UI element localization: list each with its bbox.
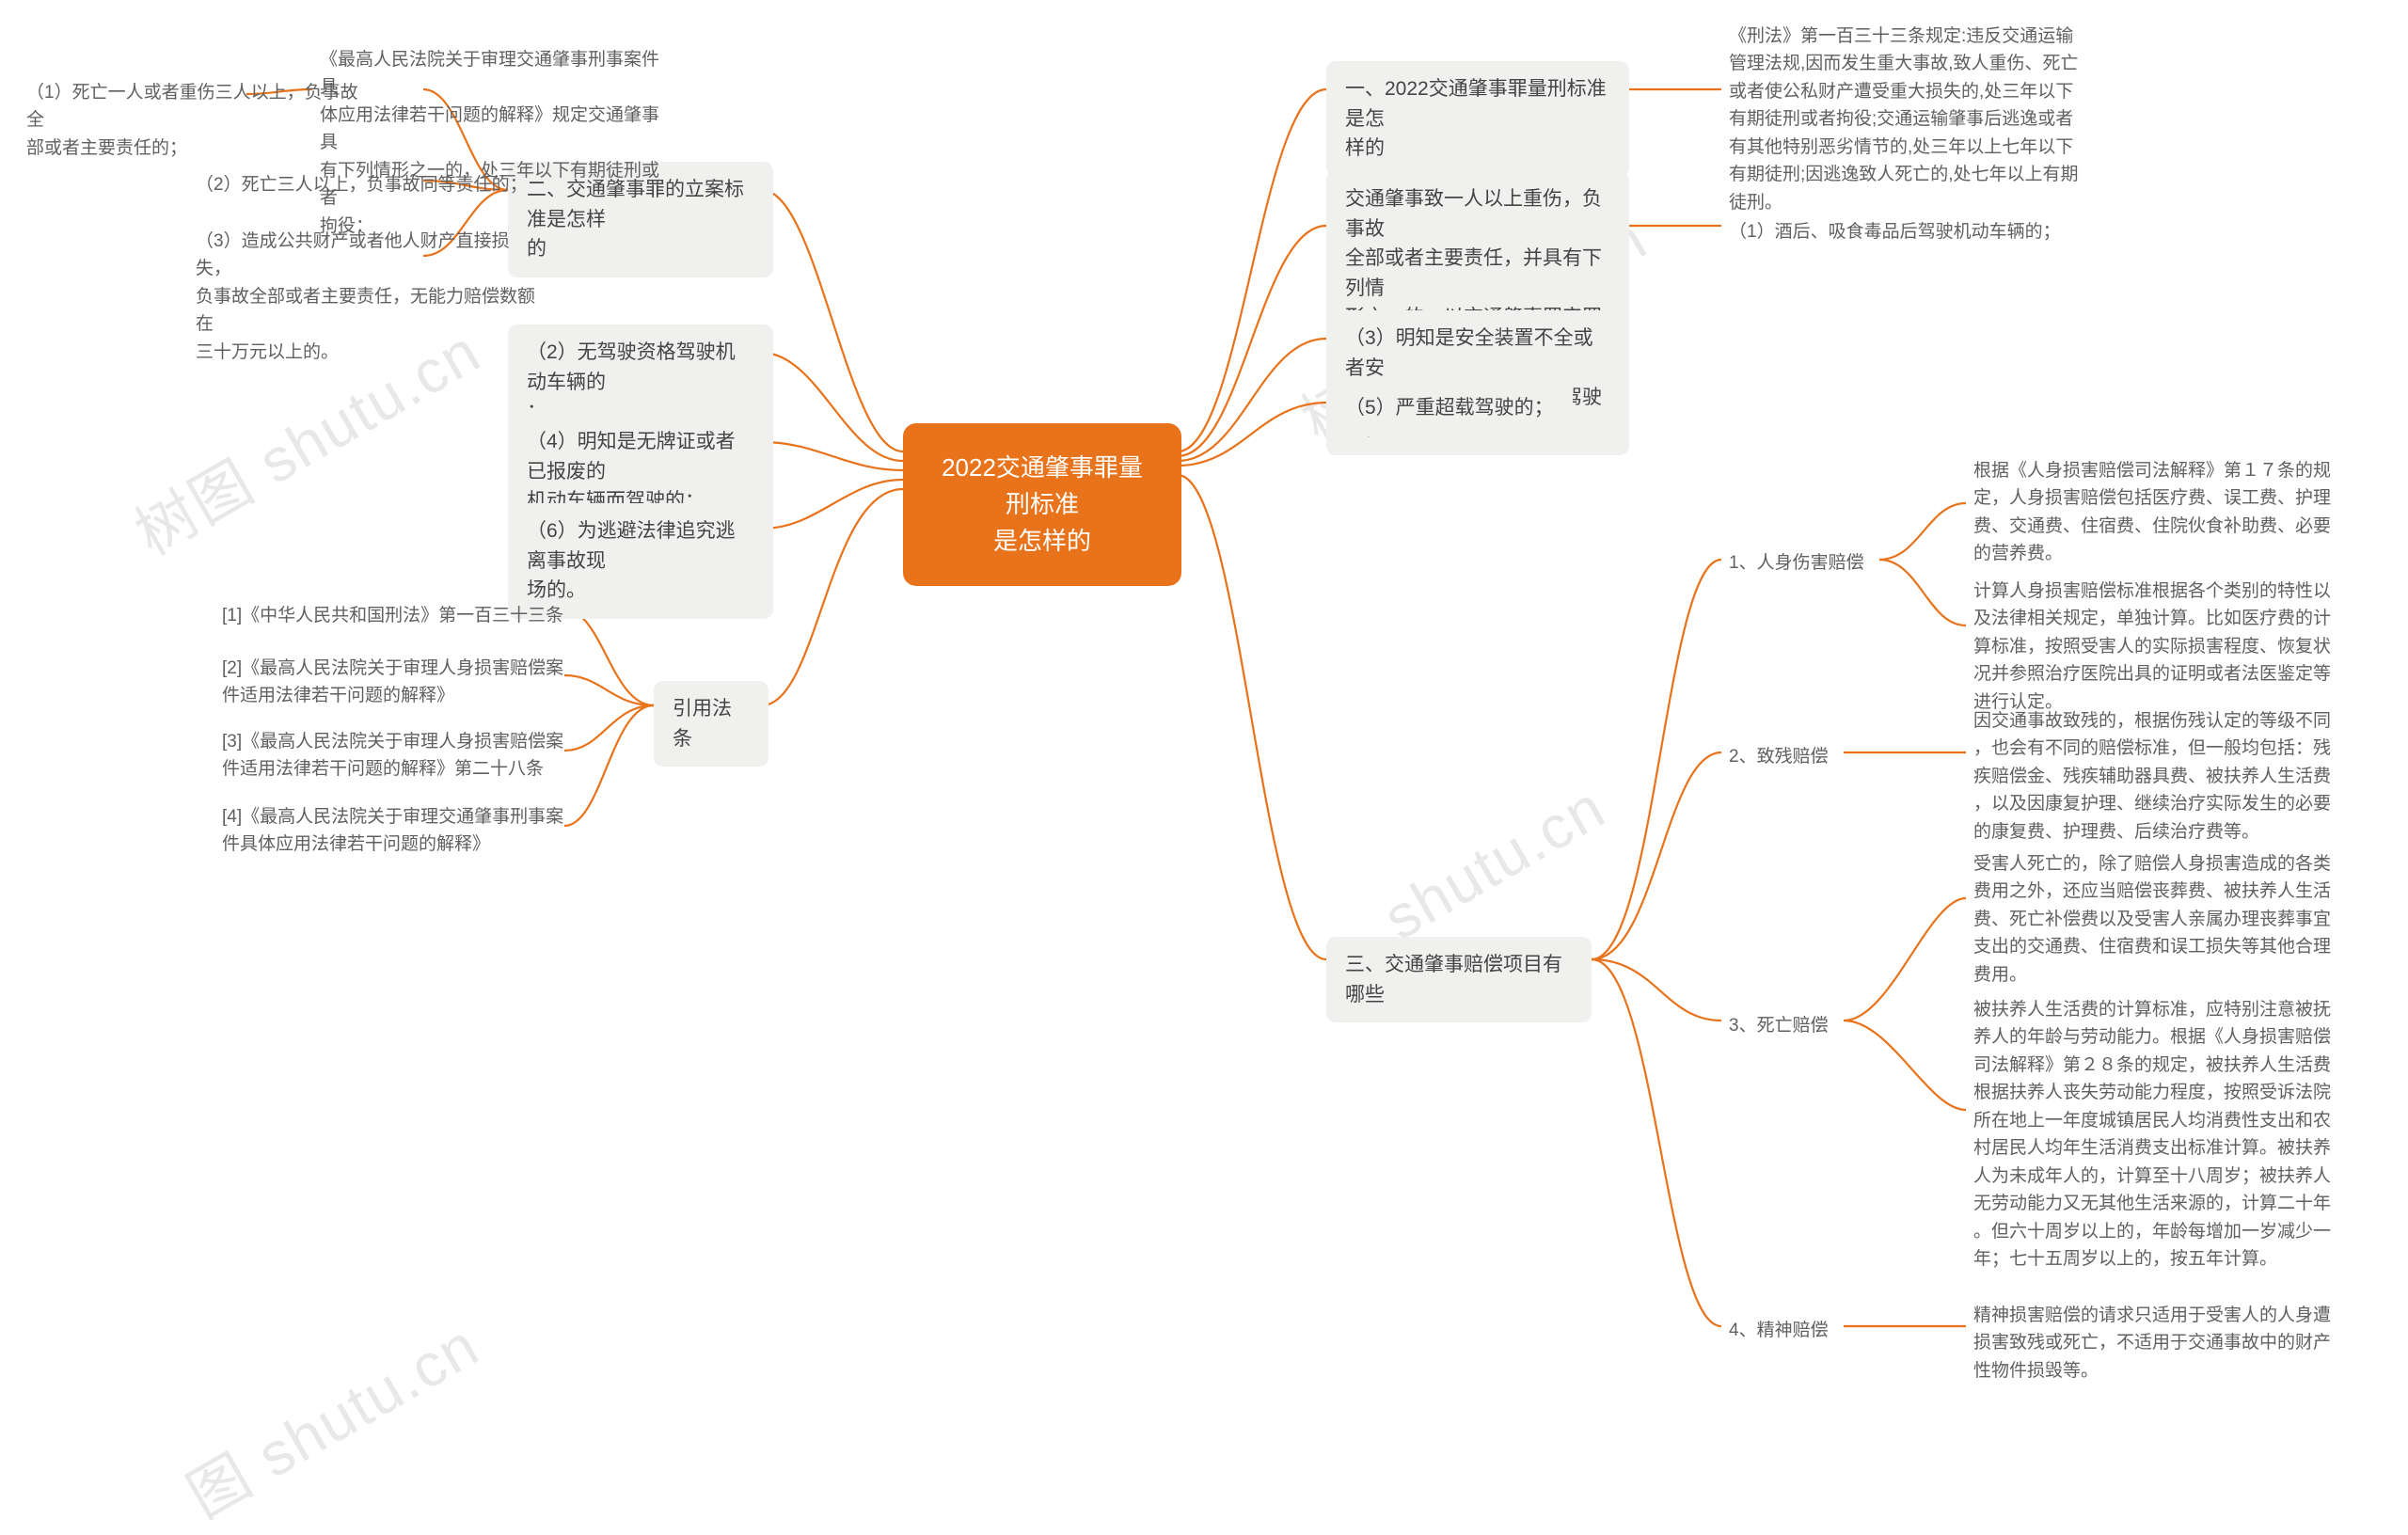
leaf: 因交通事故致残的，根据伤残认定的等级不同，也会有不同的赔偿标准，但一般均包括：残… — [1966, 704, 2342, 849]
leaf: （1）死亡一人或者重伤三人以上，负事故全部或者主要责任的； — [19, 75, 376, 166]
leaf: [4]《最高人民法院关于审理交通肇事刑事案件具体应用法律若干问题的解释》 — [214, 799, 572, 862]
root-line2: 是怎样的 — [993, 527, 1091, 555]
leaf-l2: 3、死亡赔偿 — [1721, 1008, 1844, 1043]
right-node-3: （5）严重超载驾驶的； — [1326, 380, 1573, 436]
right-node-0: 一、2022交通肇事罪量刑标准是怎样的 — [1326, 61, 1629, 177]
leaf: [1]《中华人民共和国刑法》第一百三十三条 — [214, 598, 572, 633]
root-line1: 2022交通肇事罪量刑标准 — [942, 453, 1143, 518]
leaf: （3）造成公共财产或者他人财产直接损失，负事故全部或者主要责任，无能力赔偿数额在… — [188, 224, 546, 370]
leaf: [3]《最高人民法院关于审理人身损害赔偿案件适用法律若干问题的解释》第二十八条 — [214, 724, 572, 787]
left-node-4: 引用法条 — [654, 681, 768, 767]
leaf: （1）酒后、吸食毒品后驾驶机动车辆的； — [1721, 214, 2098, 249]
leaf: 根据《人身损害赔偿司法解释》第１７条的规定，人身损害赔偿包括医疗费、误工费、护理… — [1966, 453, 2342, 572]
watermark: 图 shutu.cn — [169, 1298, 493, 1535]
leaf: [2]《最高人民法院关于审理人身损害赔偿案件适用法律若干问题的解释》 — [214, 651, 572, 714]
leaf: 《刑法》第一百三十三条规定:违反交通运输管理法规,因而发生重大事故,致人重伤、死… — [1721, 19, 2098, 220]
leaf: 被扶养人生活费的计算标准，应特别注意被抚养人的年龄与劳动能力。根据《人身损害赔偿… — [1966, 992, 2342, 1276]
leaf-l2: 1、人身伤害赔偿 — [1721, 546, 1881, 580]
leaf-l2: 2、致残赔偿 — [1721, 739, 1844, 774]
leaf: 受害人死亡的，除了赔偿人身损害造成的各类费用之外，还应当赔偿丧葬费、被扶养人生活… — [1966, 847, 2342, 992]
leaf: 精神损害赔偿的请求只适用于受害人的人身遭损害致残或死亡，不适用于交通事故中的财产… — [1966, 1298, 2342, 1388]
right-node-4: 三、交通肇事赔偿项目有哪些 — [1326, 937, 1592, 1022]
leaf-l2: 4、精神赔偿 — [1721, 1313, 1844, 1348]
leaf: 计算人身损害赔偿标准根据各个类别的特性以及法律相关规定，单独计算。比如医疗费的计… — [1966, 574, 2342, 720]
watermark: shutu.cn — [1372, 771, 1617, 953]
leaf: （2）死亡三人以上，负事故同等责任的； — [188, 167, 546, 202]
root-node: 2022交通肇事罪量刑标准 是怎样的 — [903, 423, 1181, 586]
